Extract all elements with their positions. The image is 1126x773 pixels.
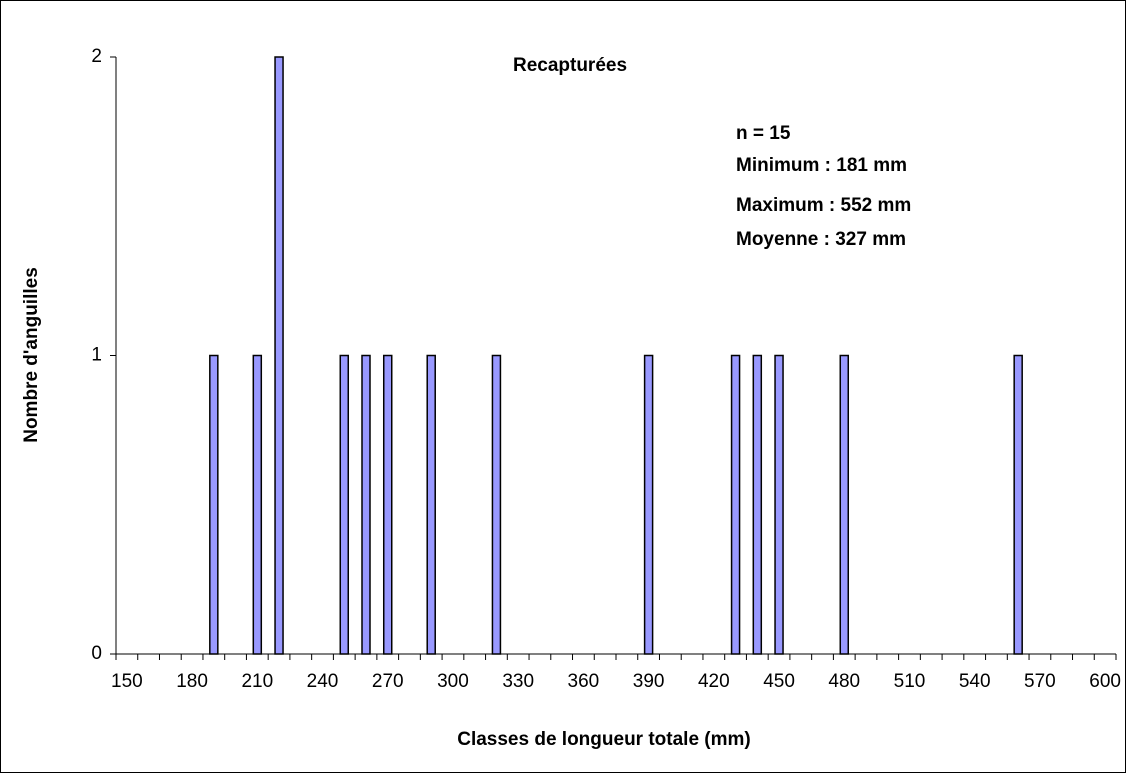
annotation: Moyenne : 327 mm [736,229,906,250]
x-tick-label: 570 [1024,671,1056,692]
y-axis-label: Nombre d'anguilles [21,267,42,443]
x-tick-label: 540 [959,671,991,692]
bar [426,354,436,655]
x-tick-label: 600 [1089,671,1121,692]
x-tick-label: 300 [437,671,469,692]
x-tick-label: 270 [372,671,404,692]
bar [382,354,393,655]
bar [774,354,784,655]
x-axis-label: Classes de longueur totale (mm) [457,729,751,750]
bar [730,354,741,655]
x-tick-label: 180 [176,671,208,692]
bar [339,354,350,655]
bar [209,354,219,655]
bar [643,354,654,655]
bar [839,354,850,655]
x-tick-label: 150 [111,671,143,692]
bar [274,56,284,655]
annotation: Maximum : 552 mm [736,195,911,216]
bar [361,354,371,655]
bar [252,354,263,655]
x-tick-label: 390 [633,671,665,692]
x-tick-label: 330 [502,671,534,692]
x-tick-label: 420 [698,671,730,692]
annotation: n = 15 [736,123,791,144]
bar [752,354,763,655]
y-tick-label: 1 [91,345,102,366]
chart-title: Recapturées [513,55,627,76]
x-tick-label: 240 [307,671,339,692]
x-tick-label: 510 [894,671,926,692]
x-tick-label: 360 [568,671,600,692]
y-tick-label: 2 [91,46,102,67]
bar [491,354,502,655]
bar [1013,354,1023,655]
y-tick-label: 0 [91,643,102,664]
x-tick-label: 480 [828,671,860,692]
x-tick-label: 450 [763,671,795,692]
x-tick-label: 210 [241,671,273,692]
annotation: Minimum : 181 mm [736,155,907,176]
